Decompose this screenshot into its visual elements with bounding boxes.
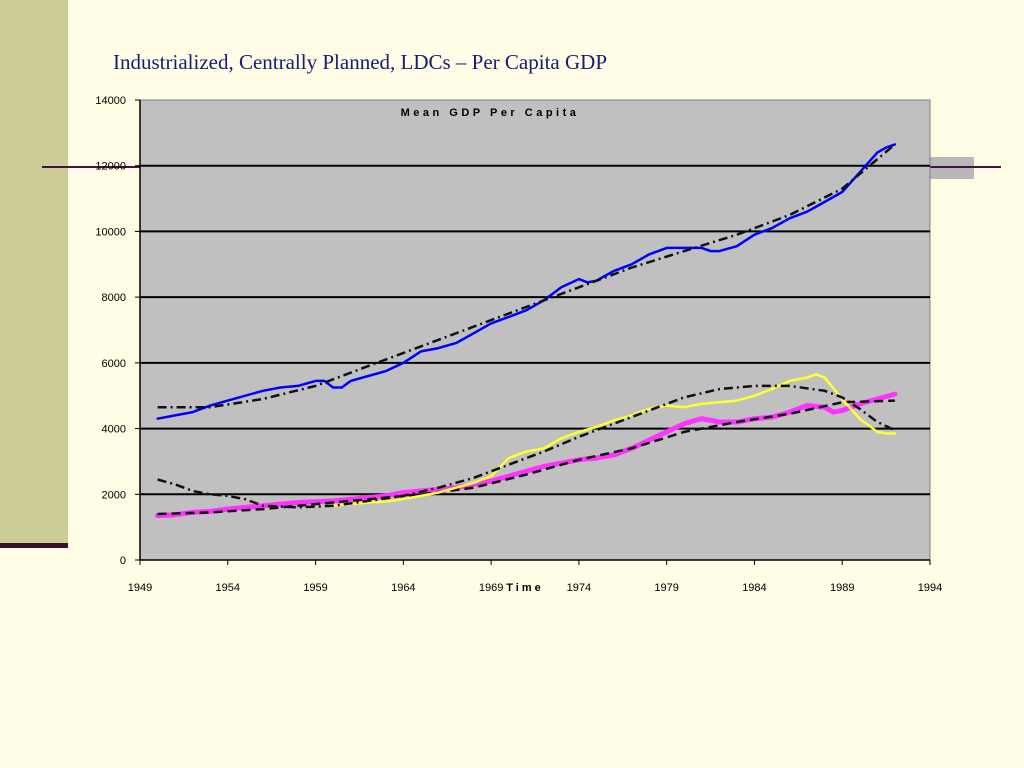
series-layer: [155, 143, 898, 519]
x-tick-label: 1984: [742, 582, 766, 594]
y-tick-label: 12000: [95, 161, 126, 173]
series-line-6: [157, 384, 896, 509]
x-tick-label: 1969: [479, 582, 503, 594]
x-tick-label: 1974: [567, 582, 591, 594]
x-tick-label: 1979: [654, 582, 678, 594]
y-tick-label: 14000: [95, 95, 126, 107]
x-tick-label: 1989: [830, 582, 854, 594]
plot-area: [139, 99, 931, 561]
side-accent-rule: [0, 543, 68, 548]
series-line-5: [331, 373, 897, 508]
series-line-3: [155, 391, 898, 519]
x-axis-title: Time: [506, 582, 543, 594]
x-tick-label: 1994: [918, 582, 942, 594]
chart-title: Mean GDP Per Capita: [401, 107, 580, 119]
y-tick-label: 6000: [102, 358, 126, 370]
series-line-4: [157, 399, 895, 516]
x-tick-label: 1949: [128, 582, 152, 594]
decorative-rule-left: [42, 166, 140, 168]
series-line-2: [157, 143, 896, 409]
side-accent-bar: [0, 0, 68, 546]
axes: 0 2000 4000 6000 8000 10000 12000 14000 1949 1954…: [95, 95, 942, 594]
gridlines: [140, 164, 930, 496]
y-tick-label: 4000: [102, 424, 126, 436]
series-line-1: [156, 143, 897, 420]
x-tick-label: 1954: [216, 582, 240, 594]
slide-title: Industrialized, Centrally Planned, LDCs …: [113, 50, 608, 74]
y-tick-label: 2000: [102, 489, 126, 501]
y-tick-label: 0: [120, 555, 126, 567]
decorative-box-right: [930, 157, 974, 179]
y-tick-label: 10000: [95, 226, 126, 238]
decorative-rule-right: [930, 166, 1001, 168]
x-tick-label: 1959: [303, 582, 327, 594]
x-tick-label: 1964: [391, 582, 415, 594]
y-tick-label: 8000: [102, 292, 126, 304]
